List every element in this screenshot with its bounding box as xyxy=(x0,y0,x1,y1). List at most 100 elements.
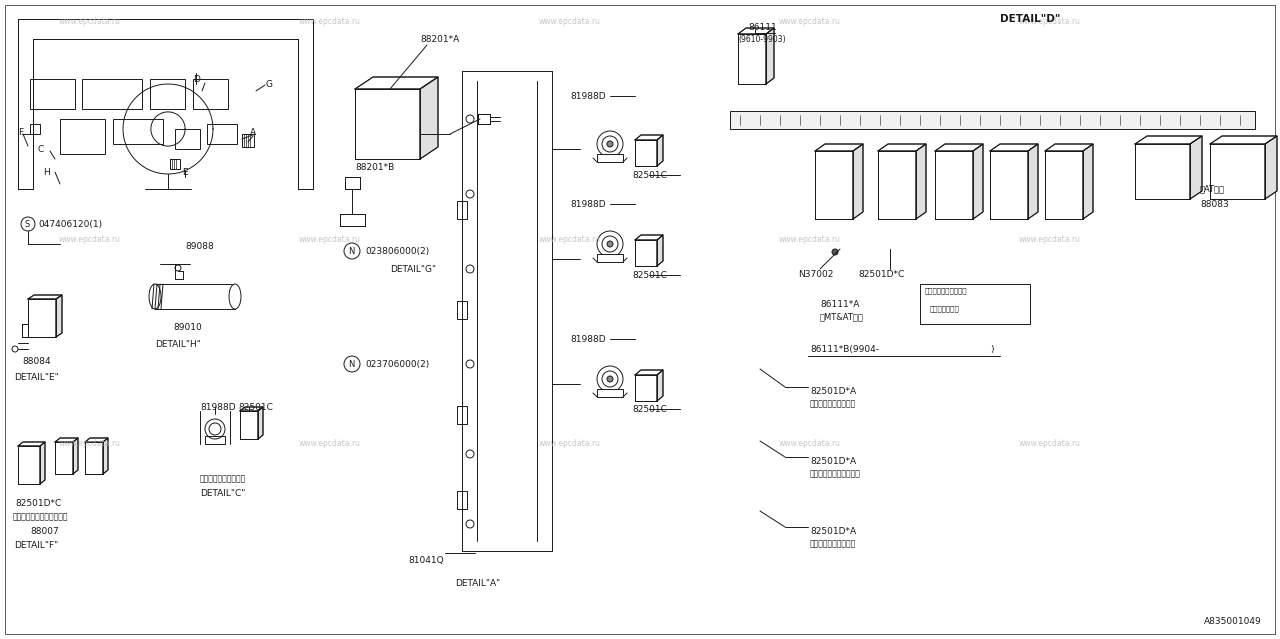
Polygon shape xyxy=(1210,144,1265,199)
Text: www.epcdata.ru: www.epcdata.ru xyxy=(59,17,122,26)
Bar xyxy=(920,284,1030,324)
Bar xyxy=(155,284,236,309)
Bar xyxy=(457,406,467,424)
Text: DETAIL"C": DETAIL"C" xyxy=(200,489,246,498)
Text: 81041Q: 81041Q xyxy=(408,557,444,566)
Bar xyxy=(170,159,180,169)
Text: DETAIL"A": DETAIL"A" xyxy=(454,580,500,589)
Text: 86111: 86111 xyxy=(748,22,777,31)
Text: 82501C: 82501C xyxy=(238,403,273,412)
Polygon shape xyxy=(420,77,438,159)
Bar xyxy=(193,79,228,109)
Bar xyxy=(150,79,186,109)
Polygon shape xyxy=(241,411,259,439)
Text: 82501C: 82501C xyxy=(632,404,667,413)
Polygon shape xyxy=(40,442,45,484)
Text: 82501D*C: 82501D*C xyxy=(15,500,61,509)
Text: ミラーヒーターリレー: ミラーヒーターリレー xyxy=(200,475,246,484)
Text: 〈AT車〉: 〈AT車〉 xyxy=(1201,185,1225,194)
Ellipse shape xyxy=(229,284,241,309)
Text: （スターターインター: （スターターインター xyxy=(925,288,968,295)
Polygon shape xyxy=(878,144,925,151)
Bar xyxy=(60,119,105,154)
Text: N37002: N37002 xyxy=(797,270,833,279)
Circle shape xyxy=(596,366,623,392)
Polygon shape xyxy=(1083,144,1093,219)
Text: www.epcdata.ru: www.epcdata.ru xyxy=(59,440,122,449)
Text: DETAIL"G": DETAIL"G" xyxy=(390,265,436,273)
Circle shape xyxy=(175,265,180,271)
Polygon shape xyxy=(73,438,78,474)
Polygon shape xyxy=(635,375,657,401)
Text: 81988D: 81988D xyxy=(570,334,605,344)
Polygon shape xyxy=(18,442,45,446)
Text: 88201*B: 88201*B xyxy=(355,162,394,171)
Circle shape xyxy=(466,450,474,458)
Text: 〈MT&AT車〉: 〈MT&AT車〉 xyxy=(820,312,864,321)
Text: ): ) xyxy=(989,344,993,353)
Polygon shape xyxy=(765,28,774,84)
Circle shape xyxy=(466,115,474,123)
Polygon shape xyxy=(635,140,657,166)
Text: 047406120(1): 047406120(1) xyxy=(38,220,102,229)
Circle shape xyxy=(466,265,474,273)
Polygon shape xyxy=(1210,136,1277,144)
Polygon shape xyxy=(739,28,774,34)
Bar xyxy=(457,491,467,509)
Bar xyxy=(113,119,163,144)
Text: DETAIL"H": DETAIL"H" xyxy=(155,339,201,348)
Text: 82501C: 82501C xyxy=(632,270,667,279)
Circle shape xyxy=(607,241,613,247)
Circle shape xyxy=(344,243,360,259)
Text: 88084: 88084 xyxy=(22,357,51,366)
Polygon shape xyxy=(1044,144,1093,151)
Text: 82501C: 82501C xyxy=(632,171,667,180)
Polygon shape xyxy=(916,144,925,219)
Text: D: D xyxy=(193,75,200,84)
Polygon shape xyxy=(878,151,916,219)
Text: 89010: 89010 xyxy=(173,323,202,332)
Text: 81988D: 81988D xyxy=(570,199,605,208)
Polygon shape xyxy=(989,144,1038,151)
Text: ロックリレー）: ロックリレー） xyxy=(931,305,960,312)
Polygon shape xyxy=(1135,144,1190,199)
Text: www.epcdata.ru: www.epcdata.ru xyxy=(300,235,361,243)
Text: E: E xyxy=(182,167,188,176)
Text: www.epcdata.ru: www.epcdata.ru xyxy=(1019,440,1082,449)
Polygon shape xyxy=(852,144,863,219)
Polygon shape xyxy=(340,214,365,226)
Text: 82501D*A: 82501D*A xyxy=(810,456,856,465)
Text: www.epcdata.ru: www.epcdata.ru xyxy=(59,235,122,243)
Text: 88083: 88083 xyxy=(1201,199,1229,208)
Bar xyxy=(29,124,40,134)
Bar xyxy=(207,124,237,144)
Circle shape xyxy=(596,131,623,157)
Bar xyxy=(457,201,467,219)
Text: www.epcdata.ru: www.epcdata.ru xyxy=(780,17,841,26)
Circle shape xyxy=(12,346,18,352)
Polygon shape xyxy=(355,89,420,159)
Bar xyxy=(596,389,623,397)
Circle shape xyxy=(596,231,623,257)
Bar xyxy=(175,129,200,149)
Text: 86111*A: 86111*A xyxy=(820,300,859,309)
Polygon shape xyxy=(84,442,102,474)
Polygon shape xyxy=(1265,136,1277,199)
Circle shape xyxy=(602,236,618,252)
Text: A835001049: A835001049 xyxy=(1204,617,1262,626)
Polygon shape xyxy=(18,19,314,189)
Polygon shape xyxy=(989,151,1028,219)
Polygon shape xyxy=(934,151,973,219)
Text: www.epcdata.ru: www.epcdata.ru xyxy=(300,440,361,449)
Text: ブロアーファンリレー: ブロアーファンリレー xyxy=(810,539,856,548)
Polygon shape xyxy=(973,144,983,219)
Text: 82501D*C: 82501D*C xyxy=(858,270,904,279)
Text: H: H xyxy=(44,167,50,176)
Polygon shape xyxy=(346,177,360,189)
Text: DETAIL"F": DETAIL"F" xyxy=(14,541,59,551)
Polygon shape xyxy=(657,370,663,401)
Text: 023806000(2): 023806000(2) xyxy=(365,247,429,256)
Bar xyxy=(205,436,225,444)
Text: N: N xyxy=(348,360,355,369)
Text: 88007: 88007 xyxy=(29,527,59,535)
